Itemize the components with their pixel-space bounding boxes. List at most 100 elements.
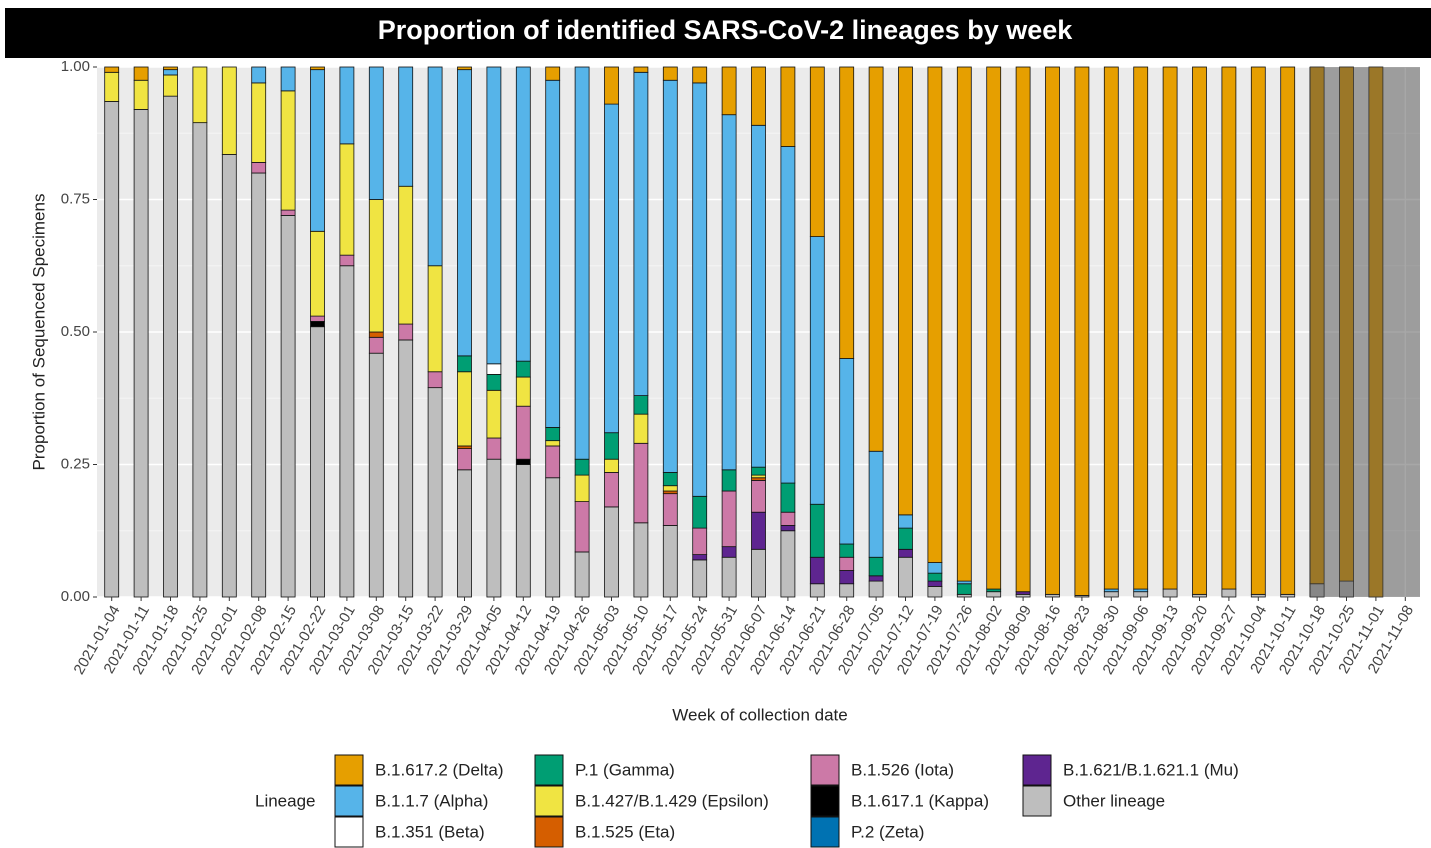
bar-segment xyxy=(574,501,590,553)
bar-segment xyxy=(1221,66,1237,590)
bar-segment xyxy=(221,154,237,598)
bar-segment xyxy=(251,172,267,598)
bar-segment xyxy=(398,323,414,341)
bar-segment xyxy=(251,161,267,174)
bar-segment xyxy=(604,103,619,434)
legend-swatch xyxy=(1022,785,1052,817)
bar-segment xyxy=(927,572,943,582)
bar-segment xyxy=(486,437,502,460)
legend-label: B.1.427/B.1.429 (Epsilon) xyxy=(575,791,769,810)
bar-segment xyxy=(310,320,325,328)
chart-title: Proportion of identified SARS-CoV-2 line… xyxy=(378,15,1074,45)
bar-segment xyxy=(457,371,472,447)
bar-segment xyxy=(398,66,414,187)
y-axis-label: Proportion of Sequenced Specimens xyxy=(29,194,48,471)
bar-segment xyxy=(310,315,325,322)
bar-segment xyxy=(163,95,178,598)
bar-segment xyxy=(839,583,855,598)
bar-segment xyxy=(868,580,884,598)
legend-label: B.1.617.1 (Kappa) xyxy=(851,791,989,810)
bar-segment xyxy=(457,66,472,71)
bar-segment xyxy=(427,265,443,373)
bar-segment xyxy=(868,66,884,452)
bar-segment xyxy=(545,79,561,428)
bar-segment xyxy=(574,474,590,503)
bar-segment xyxy=(251,66,267,84)
bar-segment xyxy=(751,466,766,476)
bar-segment xyxy=(1280,66,1296,595)
legend-swatch xyxy=(1022,754,1052,786)
bar-segment xyxy=(486,66,502,365)
title-band xyxy=(5,8,1431,58)
y-tick-label: 0.25 xyxy=(61,455,90,472)
legend-label: P.2 (Zeta) xyxy=(851,822,924,841)
bar-segment xyxy=(956,66,972,582)
bar-segment xyxy=(515,376,531,407)
bar-segment xyxy=(751,66,766,126)
bar-segment xyxy=(574,551,590,598)
bar-segment xyxy=(545,440,561,447)
legend-label: B.1.526 (Iota) xyxy=(851,760,954,779)
legend-label: Other lineage xyxy=(1063,791,1165,810)
bar-segment xyxy=(163,74,178,97)
y-tick-label: 0.50 xyxy=(61,323,90,340)
bar-segment xyxy=(633,395,649,415)
bar-segment xyxy=(780,525,796,532)
bar-segment xyxy=(339,265,355,598)
legend-swatch xyxy=(534,785,564,817)
bar-segment xyxy=(751,479,766,513)
legend-label: B.1.1.7 (Alpha) xyxy=(375,791,488,810)
bar-segment xyxy=(133,66,149,81)
legend-swatch xyxy=(810,785,840,817)
bar-segment xyxy=(515,464,531,598)
bar-segment xyxy=(457,448,472,471)
bar-segment xyxy=(545,445,561,479)
bar-segment xyxy=(280,209,296,216)
bar-segment xyxy=(515,405,531,460)
bar-segment xyxy=(692,66,708,84)
provisional-shade xyxy=(1309,67,1420,597)
bar-segment xyxy=(751,548,766,598)
bar-segment xyxy=(574,66,590,460)
bar-segment xyxy=(809,556,825,585)
bar-segment xyxy=(368,331,384,338)
bar-segment xyxy=(398,339,414,598)
bar-segment xyxy=(927,562,943,574)
bar-segment xyxy=(427,66,443,267)
bar-segment xyxy=(898,556,913,598)
bar-segment xyxy=(839,543,855,558)
legend-label: P.1 (Gamma) xyxy=(575,760,675,779)
bar-segment xyxy=(662,472,678,487)
bar-segment xyxy=(809,503,825,558)
bar-segment xyxy=(604,458,619,473)
bar-segment xyxy=(310,230,325,317)
bar-segment xyxy=(398,185,414,325)
bar-segment xyxy=(780,482,796,513)
bar-segment xyxy=(515,458,531,465)
bar-segment xyxy=(986,66,1002,590)
bar-segment xyxy=(927,66,943,563)
legend-swatch xyxy=(334,785,364,817)
bar-segment xyxy=(486,363,502,375)
bar-segment xyxy=(839,570,855,585)
bar-segment xyxy=(133,109,149,598)
bar-segment xyxy=(809,583,825,598)
bar-segment xyxy=(780,66,796,147)
bar-segment xyxy=(457,355,472,373)
bar-segment xyxy=(1221,588,1237,598)
bar-segment xyxy=(310,326,325,598)
bar-segment xyxy=(310,69,325,232)
bar-segment xyxy=(427,371,443,389)
bar-segment xyxy=(927,586,943,598)
bar-segment xyxy=(1162,588,1178,598)
x-axis-label: Week of collection date xyxy=(672,705,847,724)
y-tick-label: 0.00 xyxy=(61,588,90,605)
legend-label: B.1.525 (Eta) xyxy=(575,822,675,841)
bar-segment xyxy=(780,511,796,526)
bar-segment xyxy=(339,143,355,256)
bar-segment xyxy=(192,66,208,124)
bar-segment xyxy=(1133,66,1149,590)
bar-segment xyxy=(927,580,943,587)
